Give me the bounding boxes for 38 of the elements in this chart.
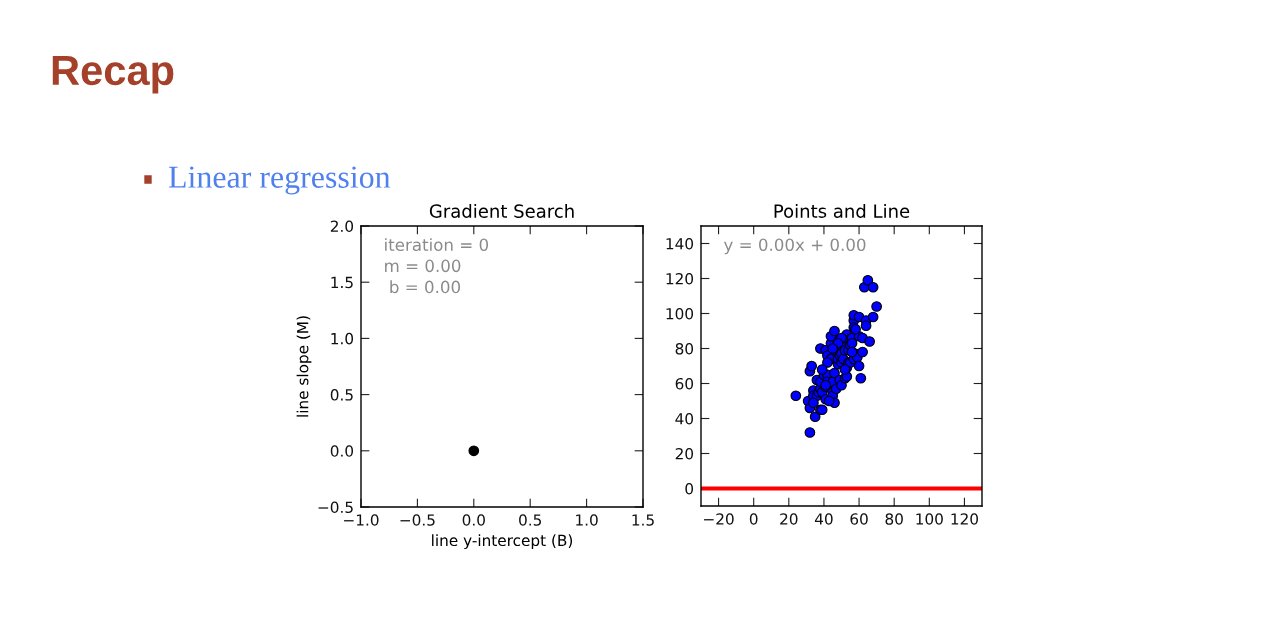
chart-title: Points and Line (774, 203, 910, 218)
x-tick-label: 0.5 (519, 514, 542, 526)
annotation: m = 0.00 (385, 259, 461, 273)
y-tick-label: 120 (666, 272, 694, 285)
x-tick-label: 0.0 (462, 514, 485, 526)
x-tick-label: −0.5 (400, 514, 435, 526)
annotation: y = 0.00x + 0.00 (723, 238, 866, 255)
text: Linear regression (168, 166, 391, 195)
y-tick-label: 140 (666, 237, 694, 250)
x-axis-title: line y-intercept (B) (432, 534, 573, 550)
chart-title: Gradient Search (429, 203, 574, 218)
y-tick-label: −0.5 (318, 501, 353, 514)
y-tick-label: 100 (666, 307, 694, 320)
x-tick-label: 100 (916, 513, 943, 525)
x-tick-label: 0 (749, 513, 758, 525)
x-tick-label: −20 (704, 513, 734, 525)
annotation: b = 0.00 (390, 280, 460, 294)
x-tick-label: 80 (885, 513, 903, 525)
y-tick-label: 1.5 (331, 276, 353, 289)
y-tick-label: 0 (685, 482, 694, 495)
x-tick-label: 20 (780, 513, 798, 525)
y-tick-label: 0.0 (330, 445, 354, 457)
y-axis-title: line slope (M) (296, 316, 312, 417)
y-tick-label: 1.0 (331, 332, 354, 345)
y-tick-label: 20 (675, 447, 694, 460)
annotation: iteration = 0 (385, 238, 489, 252)
y-tick-label: 0.5 (330, 389, 353, 401)
x-tick-label: −1.0 (344, 514, 379, 526)
text: Recap (52, 56, 174, 94)
x-tick-label: 60 (850, 513, 868, 525)
x-tick-label: 40 (814, 513, 833, 525)
y-tick-label: 40 (675, 412, 694, 425)
y-tick-label: 2.0 (330, 220, 354, 233)
y-tick-label: 80 (675, 342, 694, 355)
x-tick-label: 1.0 (576, 514, 598, 526)
y-tick-label: 60 (675, 377, 694, 390)
x-tick-label: 120 (951, 513, 978, 525)
x-tick-label: 1.5 (632, 514, 654, 526)
